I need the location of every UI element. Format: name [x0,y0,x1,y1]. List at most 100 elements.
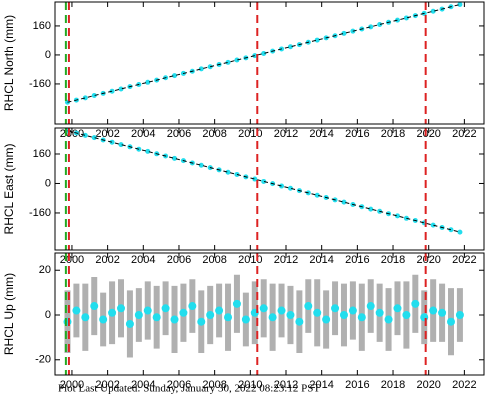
data-point [357,313,366,322]
data-point [384,315,393,324]
x-tick-label: 2004 [131,128,155,140]
data-point [268,313,277,322]
data-point [179,308,188,317]
data-point [161,304,170,313]
data-point [225,169,231,175]
data-point [145,79,151,85]
x-tick-label: 2008 [202,379,226,391]
data-point [108,308,117,317]
data-point [72,306,81,315]
x-tick-label: 2006 [167,379,191,391]
data-point [170,315,179,324]
data-point [109,139,115,145]
x-tick-label: 2014 [309,254,333,266]
data-point [198,162,204,168]
data-point [215,306,224,315]
data-point [82,132,88,138]
x-tick-label: 2004 [131,379,155,391]
y-tick-label: 0 [45,309,51,321]
data-point [279,183,285,189]
data-point [134,311,143,320]
frame [54,127,485,251]
x-tick-label: 2008 [202,254,226,266]
data-point [261,50,267,56]
x-tick-label: 2020 [416,254,440,266]
data-point [206,311,215,320]
x-tick-label: 2014 [309,379,333,391]
data-point [259,304,268,313]
x-tick-label: 2022 [452,128,476,140]
data-point [261,178,267,184]
data-point [455,311,464,320]
data-point [331,304,340,313]
data-point [287,44,293,50]
data-point [314,192,320,198]
data-point [232,299,241,308]
data-point [118,142,124,148]
plot-area [63,253,464,375]
data-point [438,308,447,317]
x-tick-label: 2010 [238,379,262,391]
y-axis-label: RHCL North (mm) [2,15,16,111]
data-point [143,306,152,315]
y-tick-label: -160 [29,207,51,219]
data-point [375,308,384,317]
data-point [125,319,134,328]
x-tick-label: 2012 [274,254,298,266]
data-point [403,15,409,21]
x-tick-label: 2002 [95,128,119,140]
data-point [63,317,72,326]
data-point [82,95,88,101]
data-point [447,317,455,326]
frame [54,252,485,376]
data-point [241,315,250,324]
data-point [339,311,348,320]
x-tick-label: 2006 [167,128,191,140]
data-point [172,155,178,161]
x-tick-label: 2018 [381,379,405,391]
data-point [429,306,438,315]
data-point [287,185,293,191]
data-point [411,299,420,308]
data-point [348,306,357,315]
data-point [188,302,197,311]
plot-area [64,128,463,250]
data-point [99,315,108,324]
y-tick-label: 160 [33,148,51,160]
data-point [152,313,161,322]
x-tick-label: 2000 [60,379,84,391]
x-tick-label: 2006 [167,254,191,266]
y-tick-label: 0 [45,49,51,61]
data-point [394,213,400,219]
data-point [457,2,463,8]
data-point [314,37,320,43]
data-point [277,306,286,315]
x-tick-label: 2018 [381,254,405,266]
data-point [394,17,400,23]
x-tick-label: 2002 [95,254,119,266]
y-tick-label: 160 [33,20,51,32]
data-point [368,24,374,30]
data-point [295,317,304,326]
data-point [448,227,454,233]
data-point [430,222,436,228]
data-point [81,313,90,322]
x-tick-label: 2012 [274,128,298,140]
data-point [90,302,99,311]
data-point [252,176,258,182]
data-point [322,315,331,324]
x-tick-label: 2016 [345,379,369,391]
data-point [286,311,295,320]
data-point [225,59,231,65]
x-tick-label: 2020 [416,379,440,391]
plot-area [64,2,463,124]
data-point [377,21,383,27]
data-point [304,302,313,311]
x-tick-label: 2022 [452,254,476,266]
x-tick-label: 2002 [95,379,119,391]
data-point [197,317,206,326]
data-point [393,304,402,313]
data-point [313,308,322,317]
x-tick-label: 2012 [274,379,298,391]
y-axis-label: RHCL Up (mm) [2,273,16,355]
